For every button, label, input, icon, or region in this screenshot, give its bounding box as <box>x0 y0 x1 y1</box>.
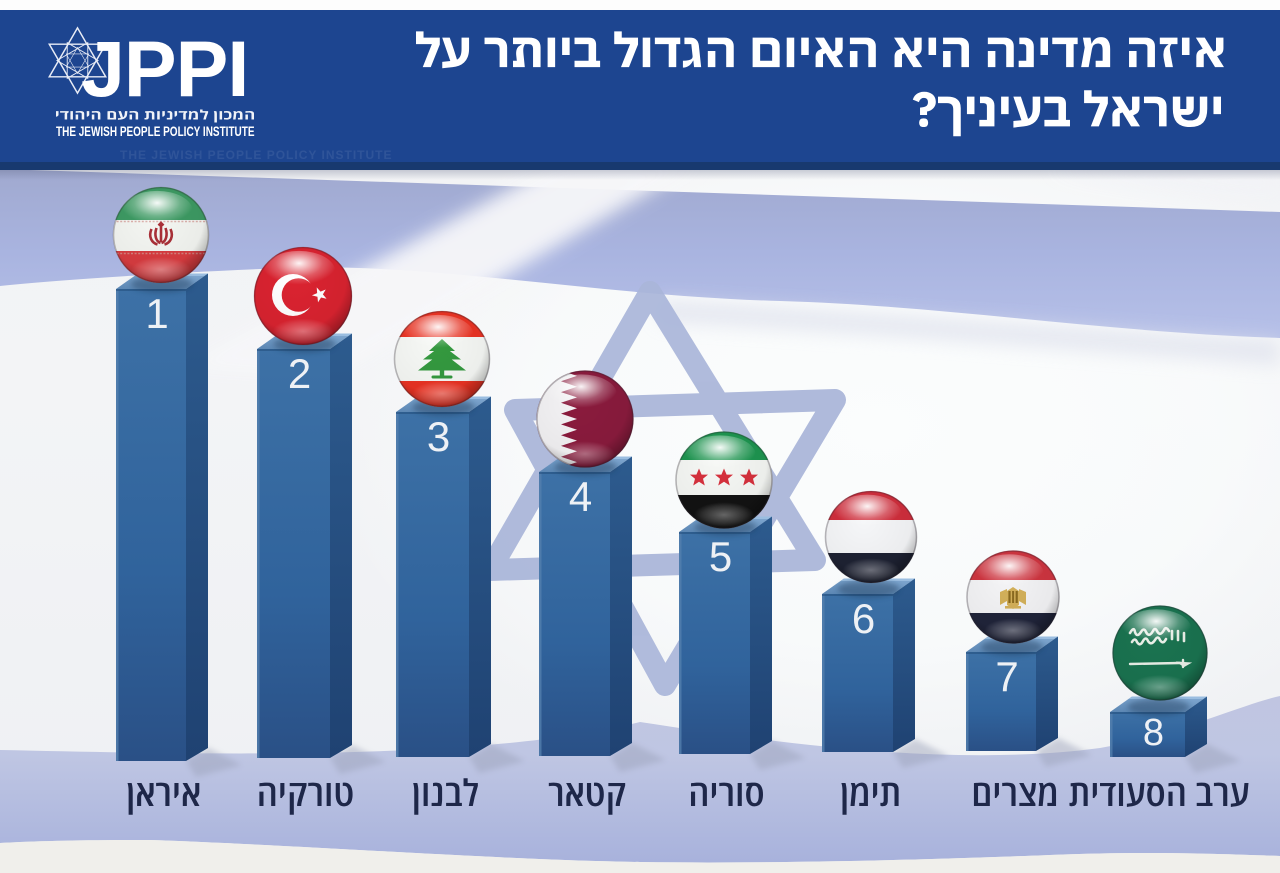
svg-text:8: 8 <box>1143 712 1164 754</box>
svg-text:2: 2 <box>288 350 311 397</box>
svg-text:5: 5 <box>709 533 732 580</box>
svg-text:3: 3 <box>427 413 450 460</box>
svg-text:7: 7 <box>995 653 1018 700</box>
svg-text:4: 4 <box>569 473 592 520</box>
svg-text:6: 6 <box>852 595 875 642</box>
svg-text:1: 1 <box>145 290 168 337</box>
